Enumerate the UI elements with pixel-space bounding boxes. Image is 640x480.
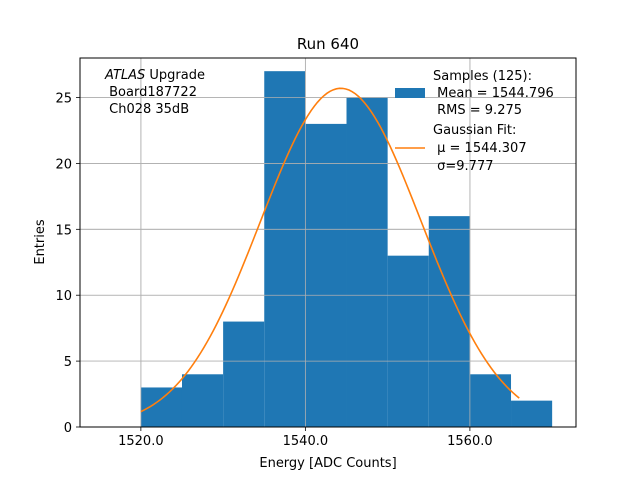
histogram-bar [469,374,512,427]
histogram-bar [264,71,306,427]
legend-samples-line2: Mean = 1544.796 [433,86,554,101]
x-axis-label: Energy [ADC Counts] [259,456,396,471]
y-tick-label: 10 [55,289,72,304]
x-tick-label: 1560.0 [447,434,493,449]
histogram-bar [181,374,224,427]
x-tick-label: 1540.0 [283,434,329,449]
legend-samples-line3: RMS = 9.275 [433,103,522,118]
legend-fit-line1: Gaussian Fit: [433,123,516,138]
x-tick-label: 1520.0 [118,434,164,449]
x-axis-ticks: 1520.0 1540.0 1560.0 [118,427,493,449]
gaussian-fit-curve [140,87,520,413]
axes-frame [79,57,577,428]
legend: Samples (125): Mean = 1544.796 RMS = 9.2… [395,69,554,174]
svg-text:ATLAS Upgrade: ATLAS Upgrade [104,68,205,83]
annotation-upgrade: Upgrade [145,68,205,83]
histogram-bar [305,123,347,428]
y-tick-label: 25 [55,92,72,107]
histogram-bar [346,97,388,428]
histogram-bar [140,387,182,427]
annotation-board: Board187722 [105,85,197,100]
y-tick-label: 5 [64,355,72,370]
legend-fit-line3: σ=9.777 [433,159,493,174]
atlas-annotation: ATLAS Upgrade Board187722 Ch028 35dB [104,68,205,117]
y-axis-ticks: 0 5 10 15 20 25 [55,92,80,436]
annotation-channel: Ch028 35dB [105,102,189,117]
legend-samples-line1: Samples (125): [433,69,532,84]
annotation-atlas-italic: ATLAS [104,68,145,83]
legend-samples-swatch [395,88,425,98]
y-tick-label: 0 [64,421,72,436]
gaussian-fit-layer [140,87,520,413]
histogram-bar [223,321,265,427]
y-tick-label: 15 [55,223,72,238]
y-axis-label: Entries [33,219,48,265]
legend-fit-line2: μ = 1544.307 [433,141,527,156]
y-tick-label: 20 [55,157,72,172]
histogram-bar [511,400,553,427]
histogram-bar [387,255,429,427]
chart-title: Run 640 [297,35,359,53]
